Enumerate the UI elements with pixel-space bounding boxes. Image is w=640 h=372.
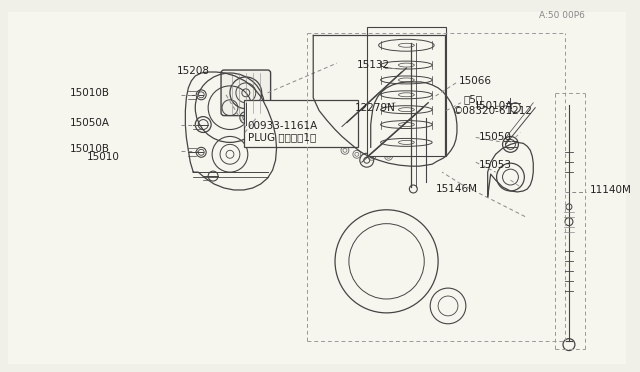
FancyBboxPatch shape bbox=[221, 70, 271, 116]
Text: 15010: 15010 bbox=[87, 152, 120, 162]
Text: （5）: （5） bbox=[464, 94, 483, 104]
Text: 12279N: 12279N bbox=[355, 103, 396, 113]
Text: 15010B: 15010B bbox=[69, 144, 109, 154]
Text: 00933-1161A: 00933-1161A bbox=[248, 121, 318, 131]
Text: A:50 00P6: A:50 00P6 bbox=[539, 11, 585, 20]
FancyBboxPatch shape bbox=[367, 28, 446, 156]
Text: 15066: 15066 bbox=[459, 76, 492, 86]
Text: l5010A: l5010A bbox=[476, 101, 512, 111]
FancyBboxPatch shape bbox=[8, 12, 627, 365]
Text: 15146M: 15146M bbox=[436, 184, 478, 194]
Text: 11140M: 11140M bbox=[590, 185, 632, 195]
Text: 15053: 15053 bbox=[479, 160, 512, 170]
Text: 15050: 15050 bbox=[479, 132, 511, 142]
FancyBboxPatch shape bbox=[244, 100, 358, 147]
Text: 15132: 15132 bbox=[357, 60, 390, 70]
Text: ©08320-61212: ©08320-61212 bbox=[453, 106, 533, 116]
Text: 15010B: 15010B bbox=[69, 88, 109, 98]
Text: PLUG プラグ（1）: PLUG プラグ（1） bbox=[248, 132, 316, 142]
Text: 15208: 15208 bbox=[177, 66, 209, 76]
Text: 15050A: 15050A bbox=[69, 118, 109, 128]
